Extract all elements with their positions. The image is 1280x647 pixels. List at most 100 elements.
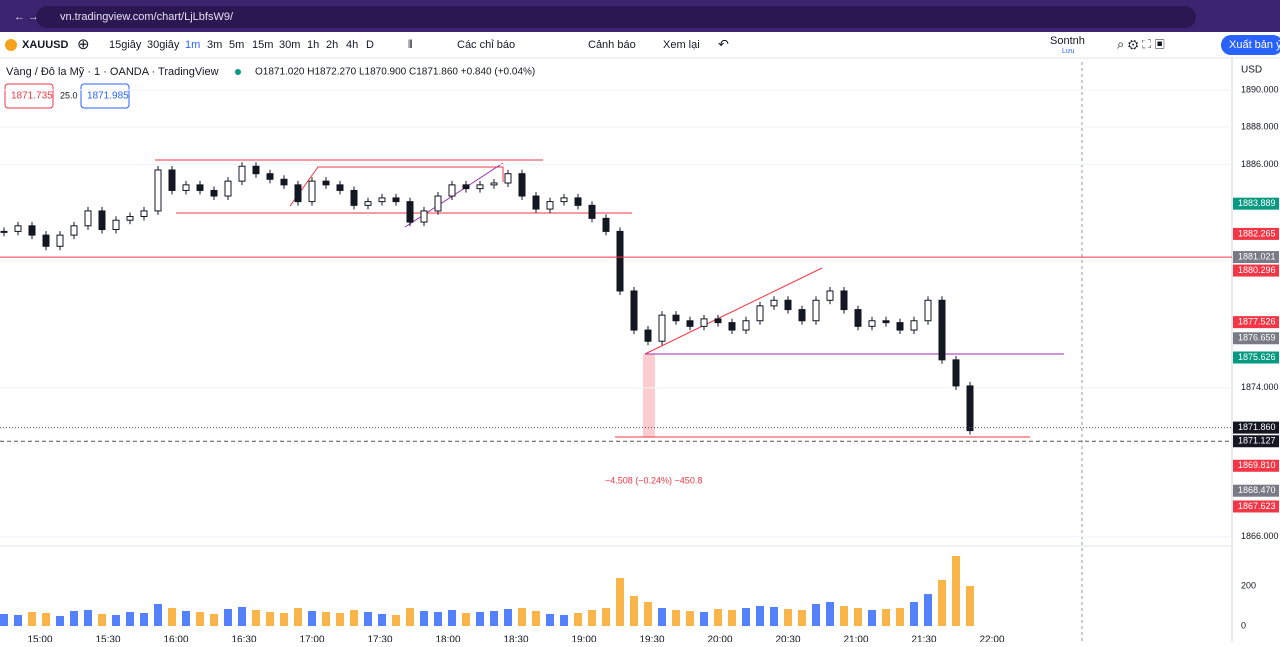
undo[interactable]: ↶ bbox=[718, 36, 729, 51]
volume-bar bbox=[140, 613, 148, 626]
candle bbox=[98, 210, 106, 231]
y-tick-label: 1886.000 bbox=[1241, 159, 1279, 169]
price-label-box bbox=[1233, 264, 1279, 277]
candle bbox=[392, 197, 400, 203]
candle bbox=[462, 184, 470, 190]
volume-bar bbox=[266, 612, 274, 626]
candle bbox=[420, 210, 428, 223]
volume-bar bbox=[350, 610, 358, 626]
volume-bar bbox=[588, 610, 596, 626]
volume-bar bbox=[798, 610, 806, 626]
volume-bar bbox=[910, 602, 918, 626]
volume-bar bbox=[196, 612, 204, 626]
candle bbox=[210, 189, 218, 197]
add-symbol[interactable]: ⊕ bbox=[77, 36, 90, 53]
volume-bar bbox=[322, 612, 330, 626]
candle bbox=[0, 230, 8, 233]
candle bbox=[28, 225, 36, 236]
volume-bar bbox=[924, 594, 932, 626]
volume-bar bbox=[182, 611, 190, 626]
price-label: 1871.860 bbox=[1238, 422, 1276, 432]
currency[interactable]: USD bbox=[1241, 65, 1262, 76]
candle bbox=[896, 322, 904, 331]
volume-bar bbox=[336, 613, 344, 626]
candle bbox=[938, 299, 946, 361]
candle bbox=[406, 201, 414, 223]
candle bbox=[616, 230, 624, 292]
candle bbox=[546, 201, 554, 210]
drawing-line bbox=[644, 267, 823, 355]
volume-bar bbox=[378, 614, 386, 626]
interval[interactable]: 30giây bbox=[147, 39, 180, 51]
interval[interactable]: 30m bbox=[279, 39, 300, 51]
interval[interactable]: 15m bbox=[252, 39, 273, 51]
save[interactable]: Lưu bbox=[1062, 48, 1075, 55]
interval[interactable]: 5m bbox=[229, 39, 244, 51]
candle bbox=[154, 169, 162, 212]
price-label-box bbox=[1233, 351, 1279, 364]
candle bbox=[756, 305, 764, 322]
candle bbox=[854, 309, 862, 327]
volume-bar bbox=[840, 606, 848, 626]
drawings bbox=[155, 159, 1064, 438]
candle bbox=[630, 290, 638, 331]
volume-bar bbox=[420, 611, 428, 626]
price-label-box bbox=[1233, 500, 1279, 513]
publish-button[interactable] bbox=[1221, 35, 1280, 55]
indicators[interactable]: Các chỉ báo bbox=[457, 39, 515, 51]
time-label: 20:30 bbox=[775, 635, 800, 642]
volume-bar bbox=[154, 604, 162, 626]
ask: 1871.985 bbox=[87, 91, 129, 102]
volume-bar bbox=[952, 556, 960, 626]
volume-bar bbox=[672, 610, 680, 626]
user[interactable]: Sontnh bbox=[1050, 35, 1085, 47]
candle bbox=[238, 165, 246, 182]
symbol[interactable]: XAUUSD bbox=[22, 39, 69, 51]
interval[interactable]: 4h bbox=[346, 39, 358, 51]
price-label-box bbox=[1233, 251, 1279, 264]
volume-bar bbox=[252, 610, 260, 626]
y-tick-label: 1866.000 bbox=[1241, 531, 1279, 541]
interval[interactable]: D bbox=[366, 39, 374, 51]
toolbar bbox=[0, 32, 1280, 58]
time-label: 16:30 bbox=[231, 635, 256, 642]
candle bbox=[84, 210, 92, 227]
price-label-box bbox=[1233, 421, 1279, 434]
interval[interactable]: 3m bbox=[207, 39, 222, 51]
interval[interactable]: 1h bbox=[307, 39, 319, 51]
candle bbox=[266, 173, 274, 180]
chart-type[interactable]: ⫴ bbox=[408, 39, 413, 51]
interval[interactable]: 15giây bbox=[109, 39, 142, 51]
address-field[interactable] bbox=[36, 6, 1196, 28]
publish[interactable]: Xuất bản ý bbox=[1229, 39, 1280, 51]
candle bbox=[574, 197, 582, 206]
volume-bar bbox=[224, 609, 232, 626]
price-label-box bbox=[1233, 332, 1279, 345]
volume-bar bbox=[546, 614, 554, 626]
volume-bar bbox=[686, 611, 694, 626]
volume-bar bbox=[742, 608, 750, 626]
candle bbox=[560, 197, 568, 203]
interval[interactable]: 2h bbox=[326, 39, 338, 51]
candle bbox=[168, 169, 176, 191]
candle bbox=[280, 178, 288, 186]
alerts[interactable]: Cảnh báo bbox=[588, 39, 636, 51]
candle bbox=[840, 290, 848, 311]
replay[interactable]: Xem lại bbox=[663, 39, 700, 51]
volume-bar bbox=[168, 608, 176, 626]
time-label: 16:00 bbox=[163, 635, 188, 642]
volume-bar bbox=[868, 610, 876, 626]
volume-bar bbox=[504, 609, 512, 626]
price-label-box bbox=[1233, 316, 1279, 329]
volume-bar bbox=[882, 609, 890, 626]
volume-bar bbox=[616, 578, 624, 626]
time-label: 18:30 bbox=[503, 635, 528, 642]
interval[interactable]: 1m bbox=[185, 39, 200, 51]
candle bbox=[336, 184, 344, 191]
candle bbox=[602, 217, 610, 232]
volume-bar bbox=[784, 609, 792, 626]
volume-bar bbox=[714, 609, 722, 626]
candle bbox=[826, 290, 834, 301]
price-label: 1875.626 bbox=[1238, 352, 1276, 362]
tool-icons[interactable]: ⌕ ⚙ ⛶ ▣ bbox=[1117, 36, 1165, 51]
